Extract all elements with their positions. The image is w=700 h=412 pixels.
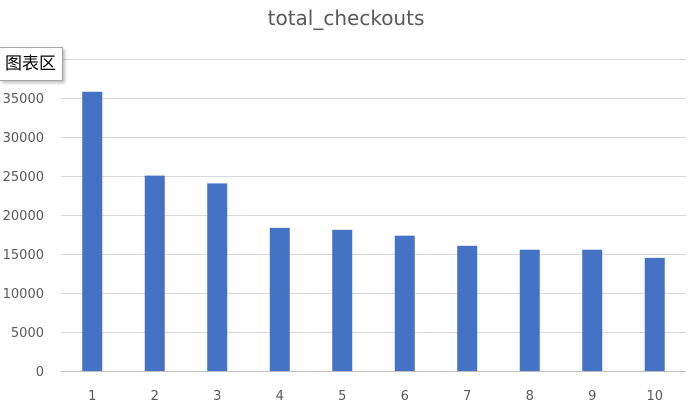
bar-3[interactable]	[207, 183, 228, 371]
y-tick-label: 35000	[3, 92, 44, 107]
x-tick-label: 10	[646, 389, 663, 404]
y-tick-label: 0	[36, 365, 44, 380]
y-tick-label: 30000	[3, 131, 44, 146]
y-tick-label: 25000	[3, 170, 44, 185]
x-tick-label: 7	[463, 389, 471, 404]
bars	[82, 91, 665, 371]
bar-8[interactable]	[519, 249, 540, 371]
chart-area-tooltip: 图表区	[0, 47, 63, 81]
y-tick-label: 20000	[3, 209, 44, 224]
y-axis-tick-labels: 0500010000150002000025000300003500040000	[3, 53, 44, 380]
bar-4[interactable]	[269, 227, 290, 371]
gridlines	[61, 59, 686, 372]
bar-9[interactable]	[582, 249, 603, 371]
bar-7[interactable]	[457, 245, 478, 371]
x-axis-tick-labels: 1 2 3 4 5 6 7 8 9 10	[88, 389, 663, 404]
x-tick-label: 2	[151, 389, 159, 404]
bar-5[interactable]	[332, 229, 353, 371]
y-tick-label: 5000	[11, 326, 44, 341]
x-tick-label: 3	[213, 389, 221, 404]
bar-1[interactable]	[82, 91, 103, 371]
bar-10[interactable]	[644, 257, 665, 371]
x-tick-label: 6	[401, 389, 409, 404]
bar-6[interactable]	[394, 235, 415, 371]
x-tick-label: 1	[88, 389, 96, 404]
x-tick-label: 9	[588, 389, 596, 404]
y-tick-label: 10000	[3, 287, 44, 302]
x-tick-label: 8	[526, 389, 534, 404]
bar-2[interactable]	[144, 175, 165, 371]
x-tick-label: 5	[338, 389, 346, 404]
x-tick-label: 4	[276, 389, 284, 404]
y-tick-label: 15000	[3, 248, 44, 263]
chart-title: total_checkouts	[268, 6, 425, 30]
